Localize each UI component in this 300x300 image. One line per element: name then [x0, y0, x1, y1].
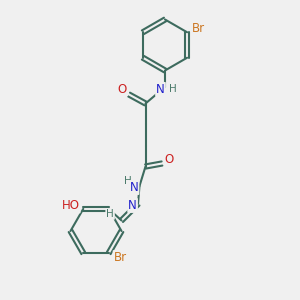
Text: N: N — [130, 181, 139, 194]
Text: H: H — [169, 84, 176, 94]
Text: H: H — [106, 209, 114, 219]
Text: O: O — [165, 153, 174, 167]
Text: Br: Br — [192, 22, 205, 35]
Text: Br: Br — [114, 251, 127, 264]
Text: N: N — [128, 199, 137, 212]
Text: H: H — [124, 176, 132, 186]
Text: O: O — [118, 82, 127, 96]
Text: N: N — [156, 83, 165, 96]
Text: HO: HO — [62, 200, 80, 212]
